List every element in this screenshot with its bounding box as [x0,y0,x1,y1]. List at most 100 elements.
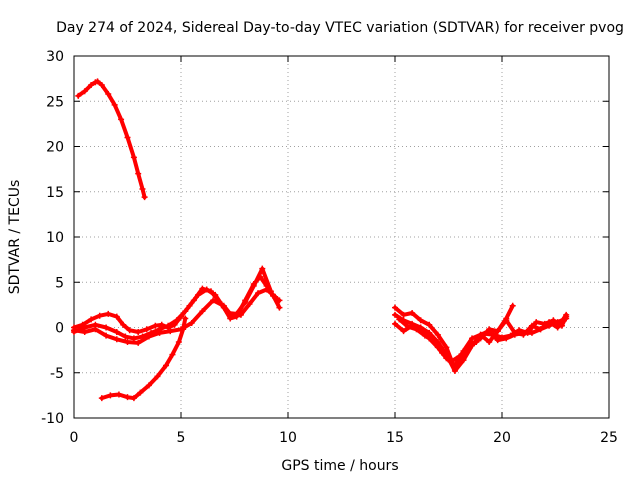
data-point [229,313,236,320]
data-point [242,299,249,306]
data-point [246,300,253,307]
data-point [199,285,206,292]
data-point [188,319,195,326]
y-tick-label: 25 [46,94,64,110]
data-point [139,186,146,193]
x-tick-label: 5 [177,430,186,446]
data-point [451,362,458,369]
data-point [113,336,120,343]
data-point [255,290,262,297]
data-point [210,297,217,304]
data-point [98,395,105,402]
data-point [182,308,189,315]
y-tick-label: 5 [55,275,64,291]
data-point [400,311,407,318]
data-point [451,367,458,374]
data-series [71,78,570,402]
data-point [430,338,437,345]
y-tick-label: 30 [46,49,64,65]
data-point [130,154,137,161]
y-tick-label: -5 [50,366,64,382]
data-point [190,297,197,304]
data-point [135,170,142,177]
y-tick-label: 10 [46,230,64,246]
data-point [276,304,283,311]
data-point [113,329,120,336]
data-point [96,312,103,319]
data-point [152,322,159,329]
data-point [207,288,214,295]
data-point [199,308,206,315]
x-tick-label: 0 [70,430,79,446]
data-point [120,321,127,328]
data-point [554,324,561,331]
chart-title: Day 274 of 2024, Sidereal Day-to-day VTE… [56,20,624,36]
data-point [118,116,125,123]
y-tick-label: 20 [46,140,64,156]
x-axis-label: GPS time / hours [281,458,398,474]
data-point [421,332,428,339]
data-point [426,329,433,336]
y-tick-label: 15 [46,185,64,201]
data-point [533,319,540,326]
data-point [426,321,433,328]
data-point [122,333,129,340]
data-point [516,327,523,334]
data-point [124,338,131,345]
data-point [94,78,101,85]
data-point [237,311,244,318]
data-point [509,302,516,309]
data-point [173,317,180,324]
data-point [130,335,137,342]
data-point [494,328,501,335]
y-tick-label: 0 [55,321,64,337]
data-point [443,344,450,351]
data-point [113,313,120,320]
data-point [417,317,424,324]
data-point [182,315,189,322]
data-point [175,338,182,345]
data-point [145,382,152,389]
series-line-arc-b [72,266,282,341]
data-point [163,362,170,369]
data-point [137,389,144,396]
data-point [396,316,403,323]
x-tick-label: 10 [279,430,297,446]
data-point [392,320,398,327]
data-point [92,326,99,333]
data-point [558,322,565,329]
data-point [220,302,227,309]
data-point [81,329,88,336]
series-line-arc-high [76,79,147,200]
data-point [447,358,454,365]
data-point [404,323,411,330]
data-point [469,335,476,342]
data-point [88,316,95,323]
data-point [272,293,279,300]
data-point [456,353,463,360]
data-point [503,315,510,322]
data-point [464,344,471,351]
data-point [130,395,137,402]
data-point [490,331,497,338]
data-point [143,326,150,333]
data-point [156,329,163,336]
data-point [434,331,441,338]
data-point [413,326,420,333]
data-point [409,310,416,317]
data-point [111,101,118,108]
data-point [75,92,82,99]
data-point [105,310,112,317]
data-point [88,81,95,88]
data-point [439,349,446,356]
data-point [541,320,548,327]
data-point [107,392,114,399]
x-tick-label: 15 [386,430,404,446]
data-point [392,311,398,318]
data-point [499,334,505,341]
data-point [169,351,176,358]
data-point [392,304,398,311]
data-point [481,330,488,337]
data-point [486,338,493,345]
data-point [145,333,152,340]
